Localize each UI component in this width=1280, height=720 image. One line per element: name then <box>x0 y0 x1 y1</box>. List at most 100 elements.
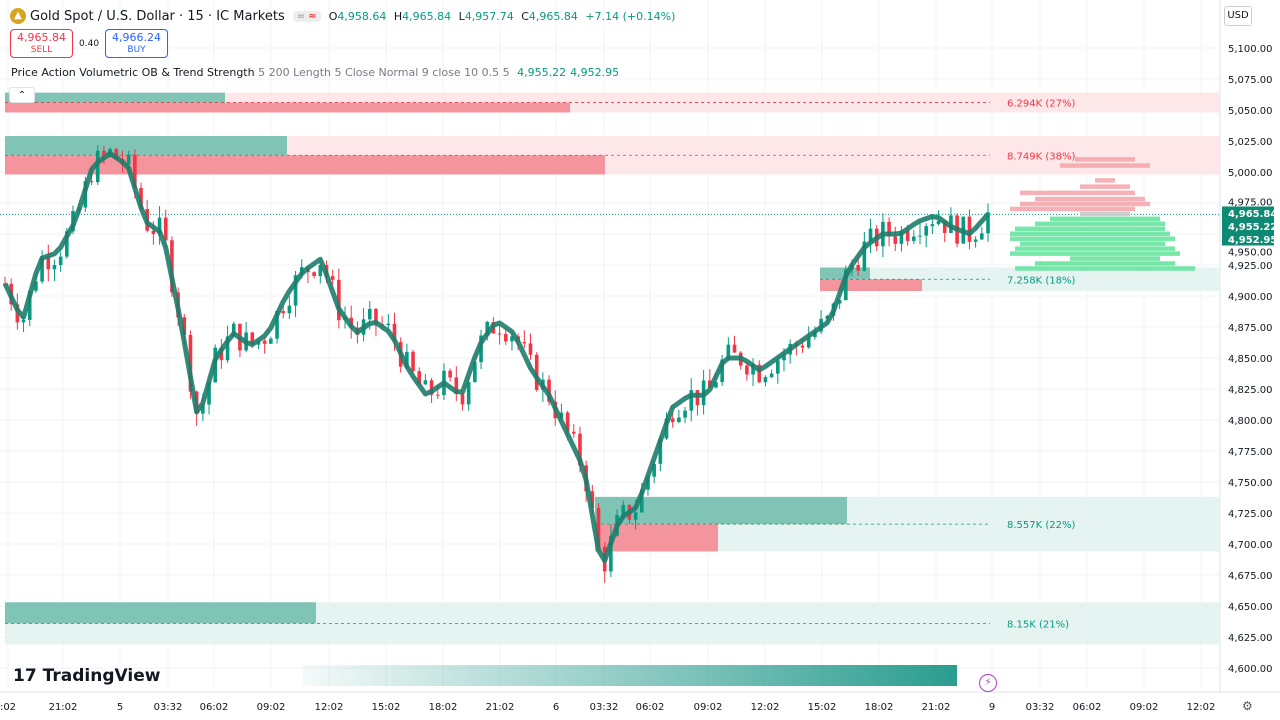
y-tick-label: 4,975.00 <box>1228 198 1273 209</box>
collapse-legend-button[interactable]: ⌃ <box>9 87 35 103</box>
candle-body <box>633 512 638 520</box>
x-tick-label: 15:02 <box>808 702 837 713</box>
candle-body <box>460 394 465 405</box>
status-pill[interactable]: = ≈ <box>292 10 321 22</box>
candle-body <box>225 336 230 361</box>
candle-body <box>782 354 786 361</box>
candle-body <box>386 323 391 326</box>
candle-body <box>930 224 935 227</box>
candle-body <box>980 233 984 240</box>
candle-body <box>466 382 471 405</box>
volume-profile-bar <box>1035 261 1175 266</box>
y-tick-label: 4,850.00 <box>1228 354 1273 365</box>
candle-body <box>571 431 576 434</box>
y-tick-label: 4,600.00 <box>1228 664 1273 675</box>
symbol-title[interactable]: Gold Spot / U.S. Dollar · 15 · IC Market… <box>30 8 285 24</box>
candle-body <box>114 149 119 160</box>
candle-body <box>720 359 724 383</box>
indicator-legend[interactable]: Price Action Volumetric OB & Trend Stren… <box>11 66 620 79</box>
volume-profile-bar <box>1010 206 1135 212</box>
volume-profile-bar <box>1015 246 1175 251</box>
buy-button[interactable]: 4,966.24 BUY <box>105 29 169 58</box>
price-label-box <box>1222 206 1274 220</box>
x-tick-label: 06:02 <box>636 702 665 713</box>
candle-body <box>126 154 131 165</box>
candle-body <box>973 239 978 242</box>
order-block-label: 8.557K (22%) <box>1007 520 1075 531</box>
candle-body <box>986 212 990 234</box>
candle-body <box>757 364 762 383</box>
candle-body <box>163 217 168 241</box>
candle-body <box>609 535 613 572</box>
volume-profile-bar <box>1020 190 1135 196</box>
candle-body <box>751 364 755 375</box>
candle-body <box>157 217 162 235</box>
order-block-bear-volume <box>5 102 570 113</box>
x-tick-label: 21:02 <box>49 702 78 713</box>
candle-body <box>670 418 675 423</box>
candle-body <box>102 150 106 155</box>
candle-body <box>677 417 681 423</box>
candle-body <box>34 281 38 291</box>
trend-strength-ribbon <box>2 151 990 564</box>
volume-profile-bar <box>1015 226 1165 232</box>
candle-body <box>95 150 100 183</box>
candle-body <box>745 365 749 375</box>
volume-profile-bar <box>1020 241 1165 246</box>
candle-body <box>139 188 143 210</box>
candle-body <box>497 333 502 335</box>
x-tick-label: :02 <box>0 702 16 713</box>
candle-body <box>565 412 570 432</box>
candle-body <box>423 380 428 385</box>
candle-body <box>658 438 663 464</box>
volume-profile-bar <box>1075 157 1135 162</box>
y-tick-label: 5,075.00 <box>1228 75 1273 86</box>
candle-body <box>405 351 409 367</box>
candle-body <box>522 342 527 344</box>
candle-body <box>250 332 255 345</box>
candle-body <box>528 343 533 355</box>
x-tick-label: 21:02 <box>486 702 515 713</box>
candle-body <box>293 275 298 306</box>
currency-select[interactable]: USD <box>1224 6 1252 26</box>
candle-body <box>58 256 63 266</box>
y-tick-label: 5,050.00 <box>1228 106 1273 117</box>
candle-body <box>646 476 650 490</box>
x-tick-label: 18:02 <box>429 702 458 713</box>
candle-body <box>269 338 273 344</box>
sell-button[interactable]: 4,965.84 SELL <box>10 29 73 58</box>
y-tick-label: 4,750.00 <box>1228 478 1273 489</box>
x-tick-label: 03:32 <box>154 702 183 713</box>
candle-body <box>800 345 805 348</box>
candle-body <box>837 300 842 304</box>
candle-body <box>844 269 848 301</box>
y-tick-label: 4,725.00 <box>1228 509 1273 520</box>
volume-profile-bar <box>1035 221 1165 227</box>
candle-body <box>862 241 867 271</box>
volume-profile-bar <box>1095 178 1115 183</box>
trade-panel: 4,965.84 SELL 0.40 4,966.24 BUY <box>10 29 169 58</box>
candle-body <box>262 340 267 344</box>
order-block-label: 8.749K (38%) <box>1007 151 1075 162</box>
candle-body <box>689 390 694 411</box>
price-label-box <box>1222 232 1274 246</box>
candle-body <box>967 216 972 242</box>
candle-body <box>411 351 415 372</box>
x-tick-label: 03:32 <box>1026 702 1055 713</box>
candle-body <box>275 311 279 339</box>
price-label: 4,952.95 <box>1228 235 1277 246</box>
volume-profile-bar <box>1080 184 1130 189</box>
y-tick-label: 4,700.00 <box>1228 540 1273 551</box>
candle-body <box>775 360 780 374</box>
candle-body <box>726 344 731 360</box>
lightning-icon[interactable]: ⚡ <box>979 674 997 692</box>
candle-body <box>46 256 51 270</box>
x-tick-label: 06:02 <box>1073 702 1102 713</box>
volume-profile-bar <box>1035 196 1145 202</box>
chart-header: ▲ Gold Spot / U.S. Dollar · 15 · IC Mark… <box>10 8 679 24</box>
order-block-label: 6.294K (27%) <box>1007 99 1075 110</box>
candle-body <box>89 181 94 183</box>
candle-body <box>287 305 292 314</box>
settings-gear-icon[interactable]: ⚙ <box>1242 699 1253 713</box>
